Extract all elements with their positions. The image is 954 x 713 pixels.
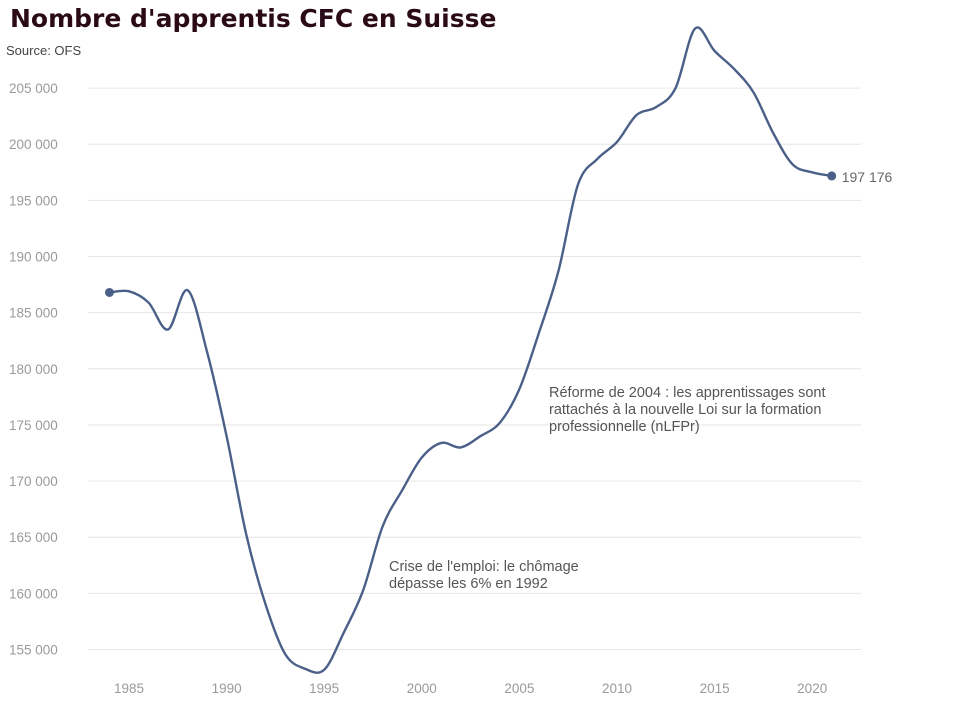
annotations: Crise de l'emploi: le chômage dépasse le…: [389, 385, 830, 592]
x-axis: 1985 1990 1995 2000 2005 2010 2015 2020: [114, 681, 827, 696]
annotation-reform-line: rattachés à la nouvelle Loi sur la forma…: [549, 402, 821, 418]
x-tick-label: 2020: [797, 681, 827, 696]
y-tick-label: 165 000: [9, 530, 58, 545]
end-point: [827, 171, 837, 181]
annotation-crisis-line: dépasse les 6% en 1992: [389, 576, 548, 592]
chart-title: Nombre d'apprentis CFC en Suisse: [10, 4, 497, 33]
chart-source: Source: OFS: [6, 43, 82, 58]
y-tick-label: 160 000: [9, 586, 58, 601]
annotation-reform: Réforme de 2004 : les apprentissages son…: [549, 385, 830, 435]
y-tick-label: 200 000: [9, 137, 58, 152]
y-tick-label: 205 000: [9, 81, 58, 96]
y-axis: 155 000 160 000 165 000 170 000 175 000 180 0…: [9, 81, 58, 657]
end-value-label: 197 176: [842, 169, 893, 185]
x-tick-label: 1995: [309, 681, 339, 696]
x-tick-label: 1985: [114, 681, 144, 696]
series-line-group: 197 176: [104, 26, 893, 674]
grid: [88, 87, 861, 651]
x-tick-label: 2010: [602, 681, 632, 696]
start-point: [104, 287, 114, 297]
x-tick-label: 1990: [212, 681, 242, 696]
y-tick-label: 190 000: [9, 250, 58, 265]
y-tick-label: 185 000: [9, 306, 58, 321]
x-tick-label: 2000: [407, 681, 437, 696]
y-tick-label: 195 000: [9, 193, 58, 208]
annotation-reform-line: professionnelle (nLFPr): [549, 419, 700, 435]
annotation-crisis-line: Crise de l'emploi: le chômage: [389, 559, 579, 575]
annotation-crisis: Crise de l'emploi: le chômage dépasse le…: [389, 559, 583, 592]
series-line: [108, 26, 833, 674]
y-tick-label: 155 000: [9, 643, 58, 658]
y-tick-label: 175 000: [9, 418, 58, 433]
y-tick-label: 170 000: [9, 474, 58, 489]
x-tick-label: 2015: [700, 681, 730, 696]
y-tick-label: 180 000: [9, 362, 58, 377]
annotation-reform-line: Réforme de 2004 : les apprentissages son…: [549, 385, 825, 401]
x-tick-label: 2005: [504, 681, 534, 696]
